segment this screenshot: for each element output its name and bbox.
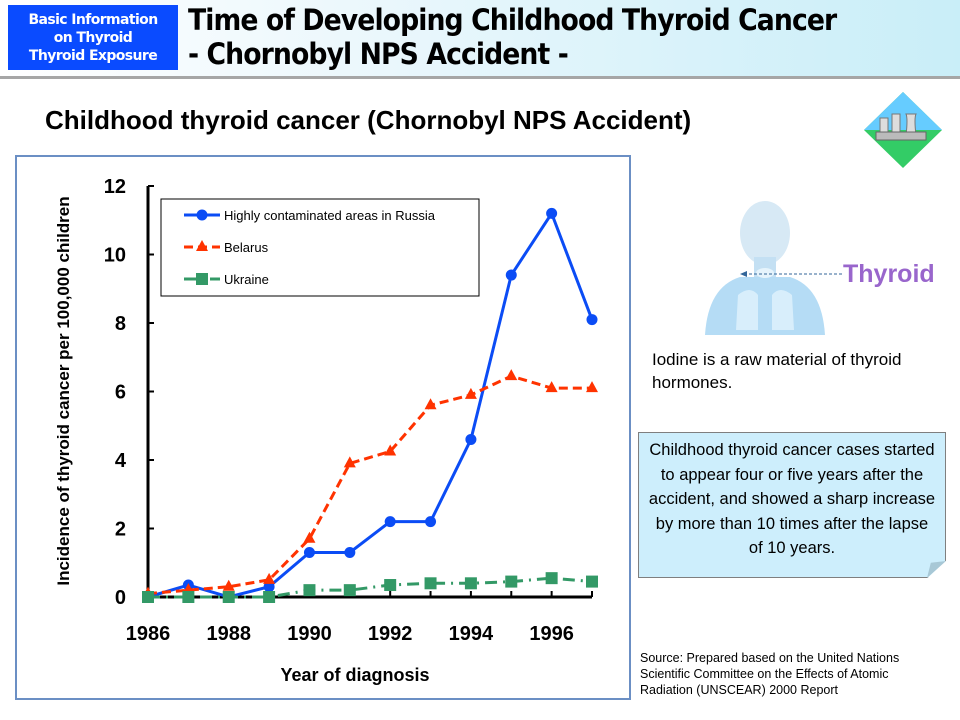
data-point [464, 387, 477, 399]
data-point [425, 516, 437, 528]
page-title: Time of Developing Childhood Thyroid Can… [188, 3, 837, 71]
data-point [586, 381, 598, 393]
data-point [142, 591, 154, 603]
series-line-circle [147, 210, 594, 599]
legend-marker [196, 209, 208, 221]
x-tick-label: 1994 [449, 623, 494, 645]
data-point [263, 572, 276, 584]
data-point [303, 546, 315, 558]
x-tick-label: 1990 [287, 623, 332, 645]
data-point [343, 584, 356, 597]
data-point [505, 369, 518, 381]
data-point [384, 516, 396, 528]
legend-label: Ukraine [224, 272, 269, 287]
data-point [464, 577, 477, 590]
data-point [545, 381, 558, 393]
x-axis-label: Year of diagnosis [280, 665, 429, 685]
nuclear-plant-logo [864, 92, 942, 168]
data-point [546, 207, 558, 219]
callout-box: Childhood thyroid cancer cases started t… [638, 432, 946, 578]
data-point [424, 577, 437, 590]
y-tick-label: 4 [115, 450, 127, 472]
x-tick-label: 1986 [126, 623, 171, 645]
badge-line: Thyroid Exposure [28, 47, 158, 64]
data-point [344, 546, 356, 558]
series-line-square [148, 576, 593, 599]
thyroid-pointer-line [740, 271, 842, 277]
header-bar: Basic Information on Thyroid Thyroid Exp… [0, 0, 960, 79]
x-tick-label: 1992 [368, 623, 413, 645]
data-point [586, 314, 598, 326]
data-point [303, 531, 316, 543]
data-point [545, 572, 558, 585]
thyroid-label: Thyroid [843, 260, 935, 288]
title-line: - Chornobyl NPS Accident - [188, 37, 569, 71]
y-tick-label: 0 [115, 587, 126, 609]
data-point [182, 591, 195, 603]
data-point [505, 575, 518, 588]
data-point [384, 579, 397, 592]
title-line: Time of Developing Childhood Thyroid Can… [188, 3, 837, 37]
y-axis-label: Incidence of thyroid cancer per 100,000 … [54, 196, 73, 585]
y-tick-label: 10 [104, 245, 126, 267]
data-point [465, 433, 477, 445]
line-chart: 0 2 4 6 8 10 12 1986 1988 1990 1992 1994 1996 Year of… [54, 176, 598, 685]
series-line-triangle [147, 374, 592, 596]
data-point [222, 579, 235, 591]
data-point [263, 591, 276, 603]
legend-marker [196, 273, 208, 285]
data-point [505, 269, 517, 281]
source-note: Source: Prepared based on the United Nat… [640, 651, 900, 697]
y-tick-label: 2 [115, 519, 126, 541]
category-badge: Basic Information on Thyroid Thyroid Exp… [8, 5, 178, 70]
data-point [222, 591, 235, 603]
badge-line: on Thyroid [53, 29, 133, 46]
chart-heading: Childhood thyroid cancer (Chornobyl NPS … [45, 105, 692, 135]
legend-label: Highly contaminated areas in Russia [224, 208, 436, 223]
y-tick-label: 6 [115, 382, 126, 404]
data-point [424, 398, 437, 410]
thyroid-body-illustration [705, 201, 825, 335]
x-tick-label: 1996 [529, 623, 574, 645]
badge-line: Basic Information [28, 11, 158, 28]
x-tick-label: 1988 [206, 623, 251, 645]
data-point [263, 581, 275, 593]
legend-marker [196, 240, 208, 251]
data-point [343, 456, 356, 468]
chart-frame [15, 155, 631, 700]
y-tick-label: 12 [104, 176, 126, 198]
legend-label: Belarus [224, 240, 269, 255]
data-point [384, 444, 397, 456]
y-tick-label: 8 [115, 313, 126, 335]
data-point [303, 584, 316, 597]
iodine-note: Iodine is a raw material of thyroid horm… [652, 350, 902, 392]
data-point [586, 575, 598, 588]
